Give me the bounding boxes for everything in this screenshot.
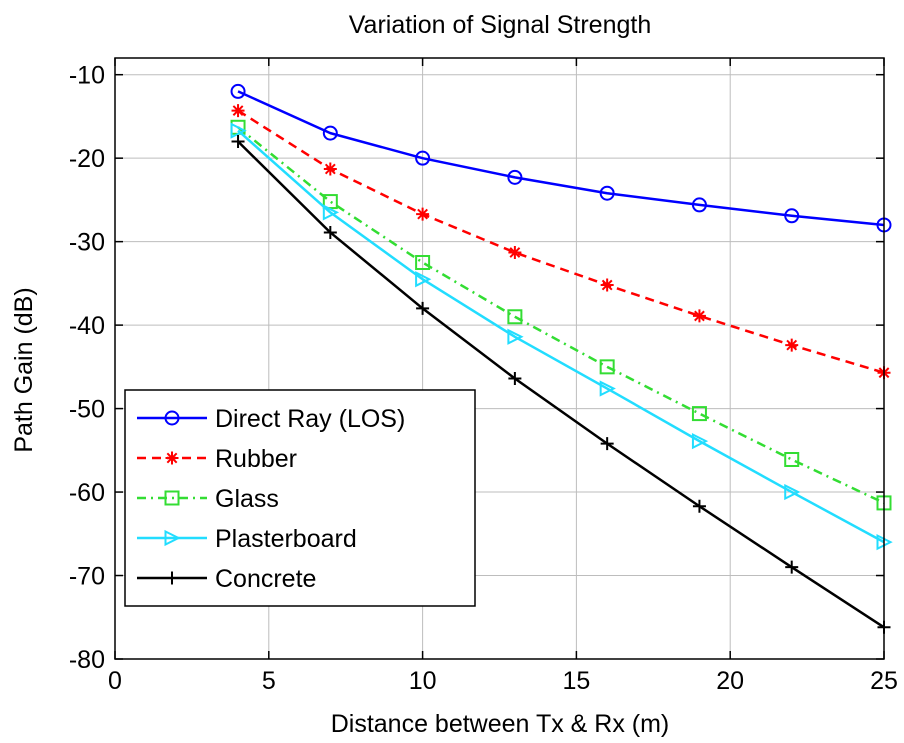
legend-swatch-marker (164, 529, 181, 547)
plot-frame (114, 57, 885, 660)
x-axis-title: Distance between Tx & Rx (m) (331, 710, 670, 738)
data-point (231, 134, 245, 148)
legend-item: Plasterboard (137, 525, 357, 553)
series-3 (230, 122, 893, 551)
legend-swatch-marker (164, 410, 180, 426)
data-point (323, 225, 337, 239)
data-point (692, 309, 706, 323)
data-point (230, 83, 246, 99)
legend: Direct Ray (LOS) Rubber Glass Plasterboard C… (124, 389, 476, 607)
data-point (507, 309, 523, 325)
series-line (237, 109, 885, 374)
data-point (785, 338, 799, 352)
data-point (784, 452, 800, 468)
x-tick-label: 15 (562, 667, 590, 695)
data-point (322, 125, 338, 141)
x-tick-label: 10 (409, 667, 437, 695)
data-point (692, 499, 706, 513)
y-tick-label: -80 (69, 646, 105, 674)
y-tick-label: -70 (69, 563, 105, 591)
data-point (785, 560, 799, 574)
data-point (691, 197, 707, 213)
y-tick-label: -40 (69, 312, 105, 340)
legend-label: Concrete (215, 565, 316, 593)
legend-label: Direct Ray (LOS) (215, 405, 405, 433)
data-point (600, 437, 614, 451)
data-point (416, 207, 430, 221)
data-point (508, 372, 522, 386)
legend-swatch-marker (165, 451, 179, 465)
x-tick-label: 25 (870, 667, 898, 695)
data-point (415, 150, 431, 166)
series-line (237, 129, 885, 544)
data-point (230, 122, 247, 139)
x-tick-label: 5 (262, 667, 276, 695)
series-line (237, 140, 885, 629)
legend-item: Direct Ray (LOS) (137, 405, 405, 433)
data-point (691, 406, 707, 422)
legend-label: Glass (215, 485, 279, 513)
chart-title: Variation of Signal Strength (349, 11, 652, 39)
legend-item: Glass (137, 485, 279, 513)
data-point (508, 245, 522, 259)
series-line (237, 90, 885, 227)
series-0 (230, 83, 892, 233)
data-point (691, 433, 709, 450)
legend-label: Plasterboard (215, 525, 357, 553)
data-point (322, 204, 340, 221)
data-point (416, 301, 430, 315)
legend-label: Rubber (215, 445, 297, 473)
data-point (507, 328, 524, 345)
data-point (599, 380, 616, 397)
x-tick-label: 0 (108, 667, 122, 695)
axis-ticks: 0 5 10 15 20 25 -10 -20 -30 -40 -50 -60 -70 -80 (69, 58, 898, 695)
legend-item: Concrete (137, 565, 316, 593)
data-point (784, 208, 800, 224)
x-tick-label: 20 (716, 667, 744, 695)
y-tick-label: -20 (69, 145, 105, 173)
y-tick-label: -10 (69, 62, 105, 90)
data-point (599, 359, 615, 375)
data-point (323, 162, 337, 176)
data-point (415, 271, 432, 288)
data-point (231, 104, 245, 118)
legend-swatch-marker (165, 571, 179, 585)
y-tick-label: -50 (69, 396, 105, 424)
data-point (599, 185, 615, 201)
data-point (415, 255, 431, 271)
y-tick-label: -30 (69, 229, 105, 257)
series-line (237, 126, 885, 505)
series-4 (231, 134, 891, 634)
series-layer (230, 83, 893, 634)
legend-swatch-marker (164, 490, 180, 506)
y-axis-title: Path Gain (dB) (10, 287, 38, 452)
data-point (600, 278, 614, 292)
y-tick-label: -60 (69, 479, 105, 507)
legend-item: Rubber (137, 445, 297, 473)
data-point (507, 169, 523, 185)
data-point (784, 483, 801, 501)
